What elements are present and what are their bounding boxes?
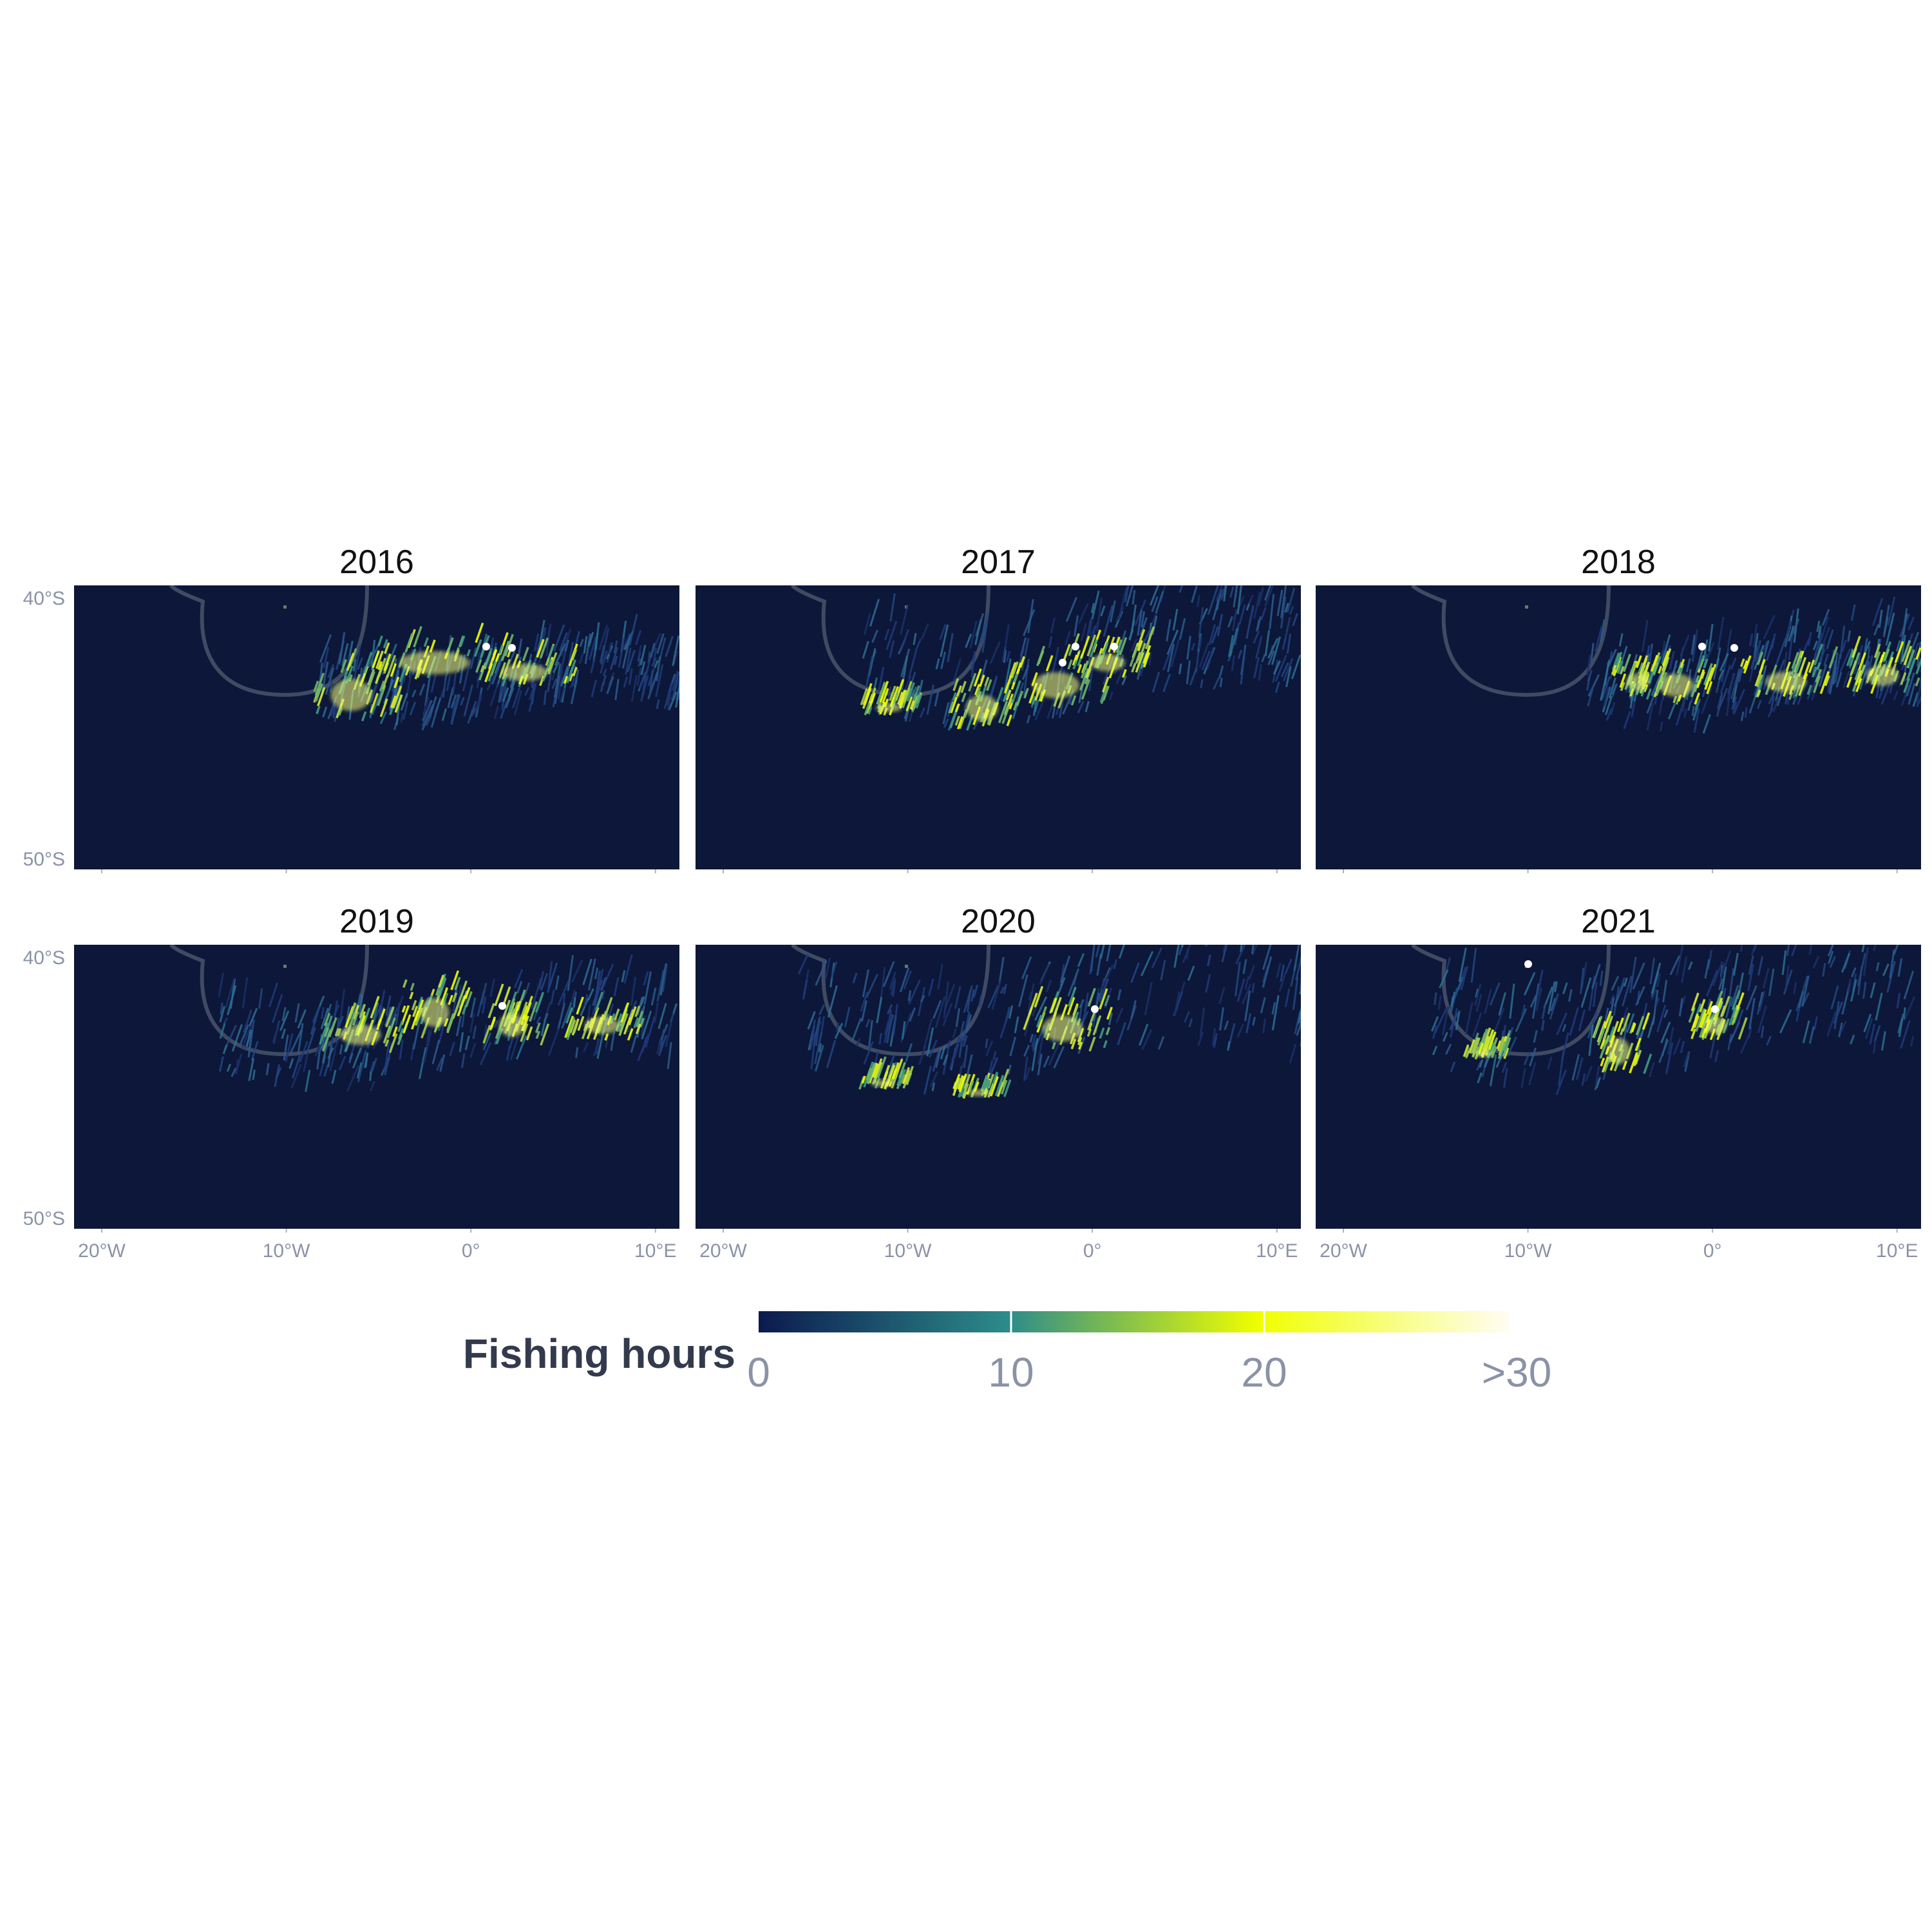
fishing-effort-layer (313, 614, 679, 731)
facet-panel: 2021 (1316, 903, 1921, 1229)
legend-tick-label: >30 (1482, 1349, 1552, 1396)
fishing-effort-layer (797, 945, 1301, 1099)
legend-title: Fishing hours (463, 1331, 735, 1377)
panel-title: 2016 (339, 544, 414, 581)
lon-tick-label: 10°E (1256, 1240, 1298, 1262)
legend-colorbar (759, 1311, 1510, 1332)
lon-tick-label: 0° (1703, 1240, 1722, 1262)
lat-tick-label: 50°S (23, 1208, 65, 1229)
eez-boundary (169, 585, 369, 697)
lon-tick-label: 0° (462, 1240, 480, 1262)
fishing-effort-layer (860, 585, 1301, 731)
ocean-background (74, 945, 679, 1229)
lon-tick-label: 10°W (884, 1240, 932, 1262)
eez-boundary (790, 585, 990, 697)
panel-title: 2018 (1581, 544, 1656, 581)
facet-panel: 2019 (74, 903, 679, 1229)
facet-panel: 2017 (696, 544, 1301, 869)
lon-tick-label: 0° (1083, 1240, 1102, 1262)
island-marker (905, 965, 908, 968)
panel-title: 2020 (961, 903, 1036, 940)
lon-tick-label: 10°E (1876, 1240, 1918, 1262)
eez-boundary (790, 945, 990, 1057)
facet-panel: 2020 (696, 903, 1301, 1229)
lon-tick-label: 10°W (263, 1240, 310, 1262)
legend-tick-label: 0 (747, 1349, 770, 1396)
lon-tick-label: 10°E (634, 1240, 676, 1262)
axes: 40°S 50°S 40°S 50°S 20°W 10°W 0° 10°E 20°W 10°W 0°… (23, 588, 1918, 1262)
lon-tick-label: 20°W (1320, 1240, 1367, 1262)
facet-panel: 2016 (74, 544, 679, 869)
panel-title: 2019 (339, 903, 414, 940)
facet-panels: 2016 2017 2018 2019 2020 2021 (74, 544, 1921, 1229)
island-marker (1525, 605, 1528, 609)
panel-title: 2021 (1581, 903, 1656, 940)
island-marker (283, 605, 287, 609)
legend-tick-label: 20 (1241, 1349, 1287, 1396)
lon-tick-label: 20°W (78, 1240, 126, 1262)
fishing-effort-layer (1586, 596, 1921, 734)
fishing-effort-layer (218, 954, 677, 1092)
lon-tick-label: 20°W (699, 1240, 747, 1262)
ocean-background (1316, 585, 1921, 869)
panel-title: 2017 (961, 544, 1036, 581)
ocean-background (74, 585, 679, 869)
legend-tick-label: 10 (988, 1349, 1034, 1396)
ocean-background (696, 585, 1301, 869)
island-marker (283, 965, 287, 968)
lat-tick-label: 40°S (23, 947, 65, 969)
legend: Fishing hours 0 10 20 >30 (463, 1311, 1551, 1396)
lat-tick-label: 40°S (23, 588, 65, 609)
fishing-effort-layer (1431, 945, 1916, 1095)
lat-tick-label: 50°S (23, 849, 65, 870)
facet-panel: 2018 (1316, 544, 1921, 869)
lon-tick-label: 10°W (1504, 1240, 1552, 1262)
eez-boundary (1410, 585, 1611, 697)
